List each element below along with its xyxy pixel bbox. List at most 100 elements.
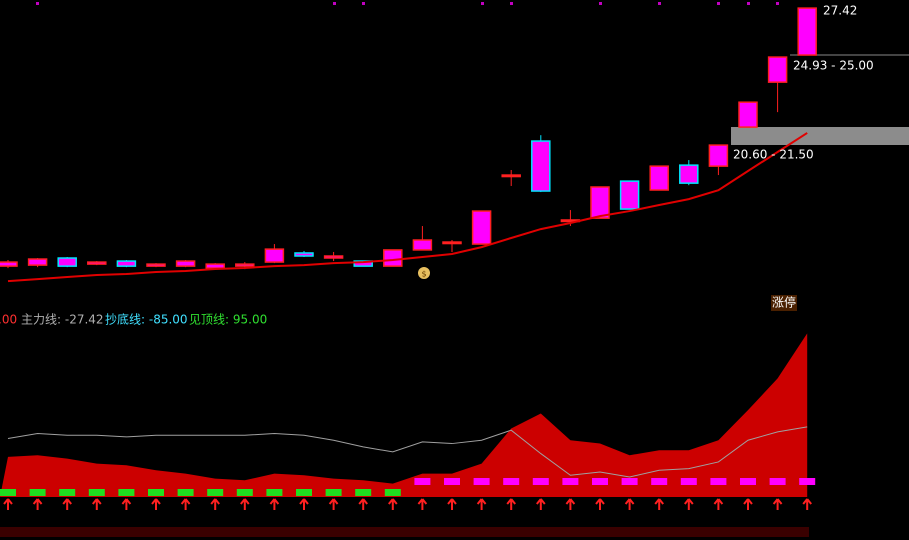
signal-bar	[207, 489, 224, 496]
legend-item: 见顶线: 95.00	[189, 313, 267, 327]
candle-body	[27, 258, 48, 266]
arrow	[743, 498, 753, 510]
arrow	[3, 498, 13, 510]
candle-body	[708, 144, 729, 167]
signal-bar	[710, 478, 727, 485]
signal-bar	[59, 489, 76, 496]
arrow	[151, 498, 161, 510]
candle-body	[116, 260, 137, 267]
signal-bar	[621, 478, 638, 485]
candle-body	[205, 263, 225, 269]
arrow	[62, 498, 72, 510]
arrow	[92, 498, 102, 510]
arrow	[358, 498, 368, 510]
legend-item: 主力线: -27.42	[21, 313, 104, 327]
signal-bar	[562, 478, 579, 485]
arrow	[240, 498, 250, 510]
price-label: 24.93 - 25.00	[793, 59, 874, 73]
price-label: 20.60 - 21.50	[733, 148, 814, 162]
arrow	[447, 498, 457, 510]
signal-bar	[503, 478, 520, 485]
signal-bar	[148, 489, 164, 496]
candle-body	[649, 165, 669, 191]
signal-bar	[29, 489, 46, 496]
arrow	[595, 498, 605, 510]
svg-text:$: $	[421, 270, 426, 279]
arrow	[121, 498, 132, 510]
signal-bar	[118, 489, 135, 496]
signal-bar	[651, 478, 668, 485]
signal-bar	[355, 489, 372, 496]
main-area	[0, 333, 808, 497]
candle-body	[501, 174, 521, 178]
signal-bar	[769, 478, 786, 485]
top-dots	[36, 2, 779, 5]
candle-body	[264, 248, 285, 263]
arrow	[328, 498, 339, 510]
signal-bar	[0, 489, 16, 496]
candle-body	[471, 210, 492, 245]
candle-body	[383, 249, 403, 267]
signal-bar	[532, 478, 549, 485]
signal-bar	[740, 478, 756, 485]
arrow	[565, 498, 576, 510]
candle-body	[0, 261, 18, 267]
arrow	[180, 498, 191, 510]
arrow	[772, 498, 783, 510]
signal-bar	[296, 489, 312, 496]
signal-bar	[236, 489, 253, 496]
signal-bar	[473, 478, 490, 485]
price-zone	[731, 127, 909, 145]
legend-item: .00	[0, 313, 17, 327]
candle-body	[442, 241, 462, 245]
candle-body	[294, 252, 314, 257]
candle-body	[531, 140, 551, 192]
signal-bar	[88, 489, 105, 496]
candle-body	[738, 101, 758, 128]
candle-body	[679, 164, 699, 184]
candle-body	[57, 257, 77, 267]
signal-line	[7, 426, 808, 478]
candle-body	[767, 56, 788, 83]
signal-bar	[177, 489, 194, 496]
arrow	[713, 498, 724, 510]
candle-body	[235, 263, 255, 267]
signal-bar	[799, 478, 816, 485]
arrow	[417, 498, 428, 510]
arrow	[654, 498, 664, 510]
arrow	[32, 498, 43, 510]
signal-bar	[680, 478, 697, 485]
candle-body	[412, 239, 433, 251]
arrow	[624, 498, 635, 510]
candle-body	[146, 263, 166, 267]
candle-body	[590, 186, 610, 219]
arrow	[802, 498, 812, 510]
candle-body	[619, 180, 640, 210]
candle-body	[353, 260, 373, 267]
arrow	[536, 498, 546, 510]
signal-bar	[384, 489, 401, 496]
candle-body	[797, 7, 817, 56]
candle-body	[175, 260, 196, 267]
signal-bar	[592, 478, 608, 485]
arrow	[269, 498, 280, 510]
arrow	[210, 498, 220, 510]
signal-bar	[325, 489, 342, 496]
legend-item: 抄底线: -85.00	[105, 312, 188, 327]
signal-bar	[444, 478, 460, 485]
price-label: 27.42	[823, 4, 857, 18]
signal-bar	[266, 489, 283, 496]
limit-up-label: 涨停	[772, 295, 796, 310]
moving-average	[7, 132, 808, 283]
arrow	[476, 498, 487, 510]
arrow	[388, 498, 398, 510]
arrow	[299, 498, 309, 510]
bottom-band	[0, 527, 809, 537]
signal-bar	[414, 478, 431, 485]
arrow	[506, 498, 516, 510]
arrow	[684, 498, 694, 510]
limit-up-box	[771, 295, 797, 311]
money-bag: $	[418, 267, 430, 279]
candle-body	[323, 255, 344, 259]
